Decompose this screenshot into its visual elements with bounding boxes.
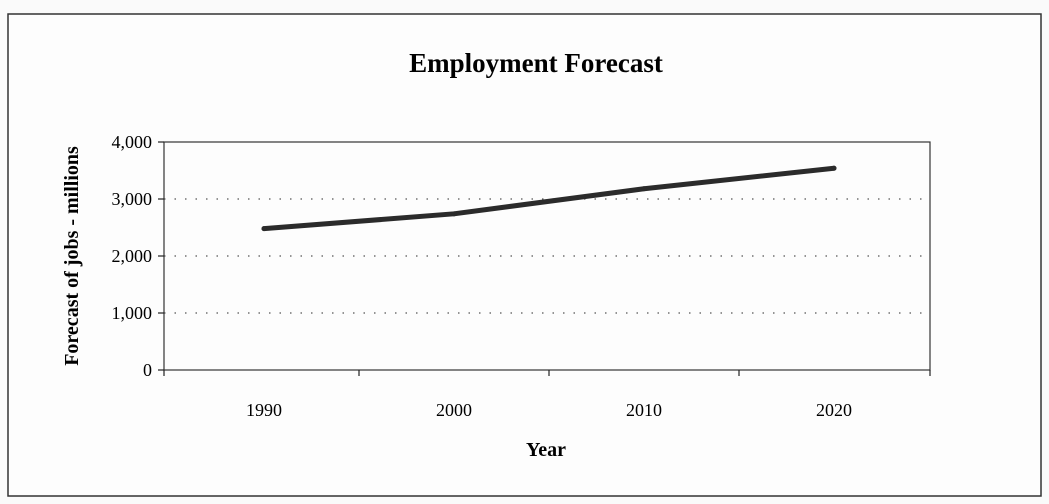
y-tick-label: 3,000 xyxy=(112,189,153,209)
x-tick-label: 2000 xyxy=(436,400,472,420)
data-point xyxy=(261,226,267,232)
x-tick-label: 1990 xyxy=(246,400,282,420)
chart-title: Employment Forecast xyxy=(409,48,663,78)
data-point xyxy=(831,165,837,171)
y-tick-label: 2,000 xyxy=(112,246,153,266)
x-axis-label: Year xyxy=(526,439,566,461)
series-layer xyxy=(261,165,837,232)
data-point xyxy=(641,186,647,192)
x-tick-label: 2020 xyxy=(816,400,852,420)
x-tick-label: 2010 xyxy=(626,400,662,420)
y-tick-label: 4,000 xyxy=(112,132,153,152)
chart-frame xyxy=(7,13,1042,497)
series-line xyxy=(261,165,837,232)
y-tick-label: 1,000 xyxy=(112,303,153,323)
y-tick-label: 0 xyxy=(143,360,152,380)
data-point xyxy=(451,211,457,217)
y-axis-label: Forecast of jobs - millions xyxy=(61,146,83,366)
y-axis-ticks: 0 1,000 2,000 3,000 4,000 xyxy=(112,132,164,380)
x-axis-ticks: 1990 2000 2010 2020 xyxy=(163,370,931,420)
